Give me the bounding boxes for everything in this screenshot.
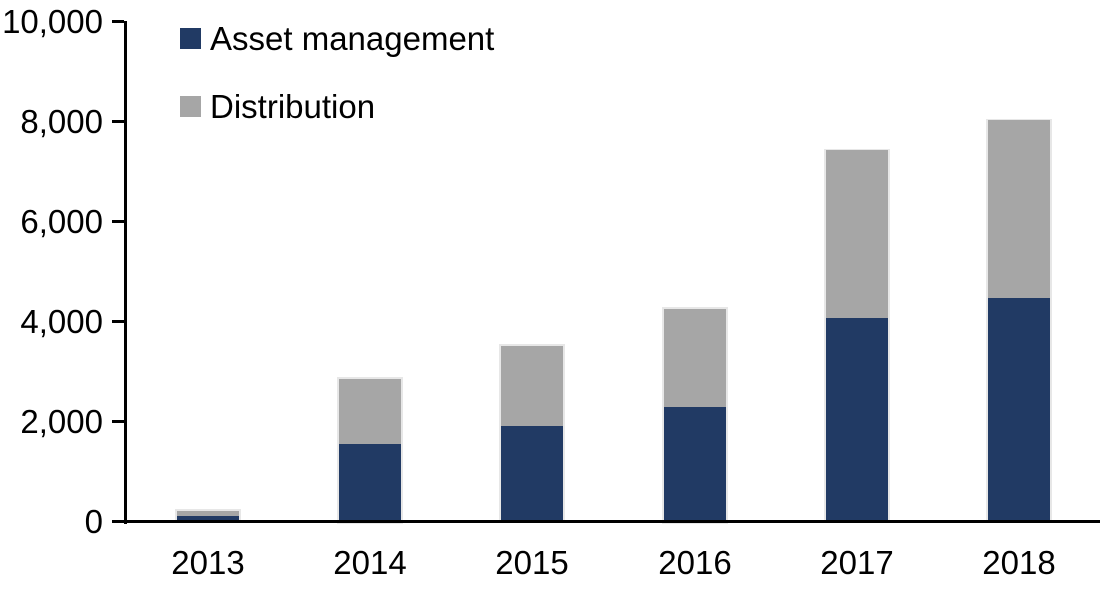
bar-segment-distribution	[988, 120, 1050, 298]
y-axis-tick	[112, 520, 124, 523]
y-axis-tick	[112, 220, 124, 223]
y-axis-tick-label: 2,000	[20, 403, 103, 440]
bar-2016	[662, 307, 728, 524]
bar-segment-distribution	[826, 150, 888, 318]
bar-2015	[499, 344, 565, 523]
legend-label: Distribution	[210, 88, 376, 125]
bar-2017	[824, 149, 890, 523]
bar-2014	[337, 377, 403, 524]
y-axis-tick	[112, 20, 124, 23]
legend-swatch-asset-management	[180, 28, 201, 49]
y-axis-tick	[112, 320, 124, 323]
bar-segment-distribution	[177, 511, 239, 516]
x-axis-tick-label: 2016	[658, 544, 732, 581]
bar-segment-asset-management	[664, 407, 726, 522]
bar-segment-distribution	[664, 309, 726, 407]
x-axis-tick-label: 2018	[982, 544, 1056, 581]
y-axis-tick-label: 10,000	[2, 3, 103, 40]
bar-segment-asset-management	[501, 426, 563, 521]
y-axis-tick-label: 8,000	[20, 103, 103, 140]
legend-swatch-distribution	[180, 96, 201, 117]
x-axis-tick-label: 2013	[171, 544, 245, 581]
bar-segment-asset-management	[177, 516, 239, 521]
bar-segment-distribution	[501, 346, 563, 426]
bar-2018	[986, 119, 1052, 523]
bar-segment-distribution	[339, 379, 401, 444]
x-axis-tick-label: 2017	[820, 544, 894, 581]
y-axis-tick-label: 0	[84, 503, 103, 540]
legend-item-distribution: Distribution	[180, 90, 375, 123]
y-axis-tick-label: 4,000	[20, 303, 103, 340]
x-axis-line	[124, 520, 1100, 523]
x-axis-tick-label: 2014	[333, 544, 407, 581]
y-axis-line	[124, 21, 127, 524]
bar-segment-asset-management	[826, 318, 888, 521]
legend-label: Asset management	[210, 20, 495, 57]
bar-segment-asset-management	[339, 444, 401, 522]
y-axis-tick	[112, 120, 124, 123]
y-axis-tick	[112, 420, 124, 423]
y-axis-tick-label: 6,000	[20, 203, 103, 240]
bar-segment-asset-management	[988, 298, 1050, 521]
legend-item-asset-management: Asset management	[180, 22, 494, 55]
x-axis-tick-label: 2015	[495, 544, 569, 581]
